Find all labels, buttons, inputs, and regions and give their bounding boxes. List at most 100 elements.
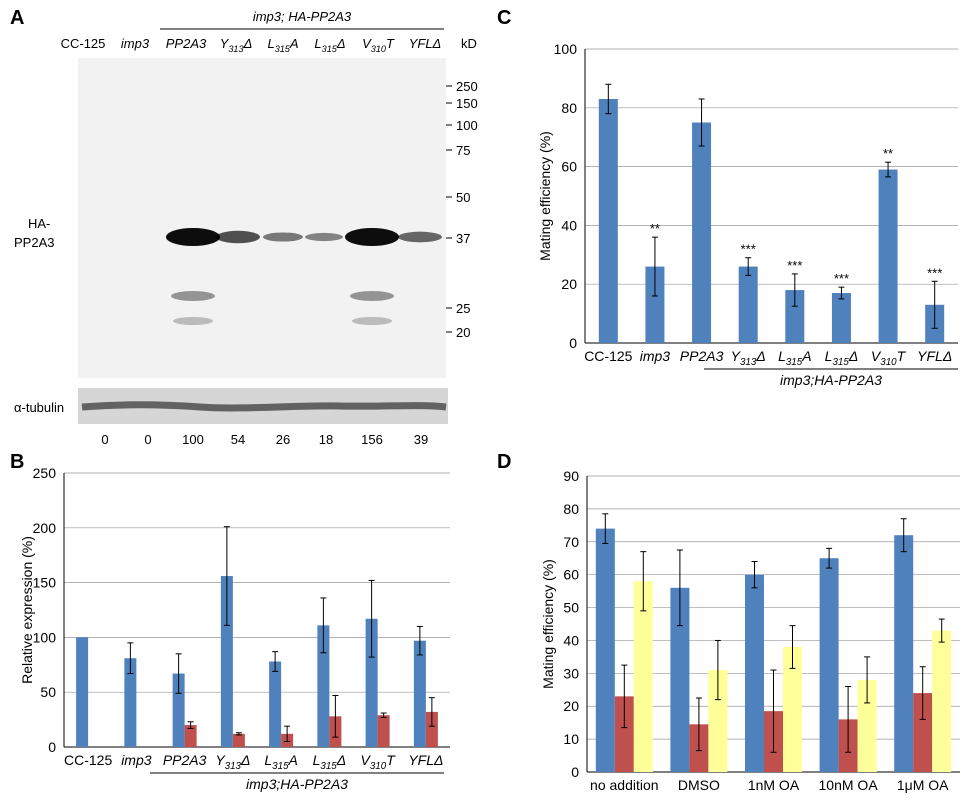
bar-1-m-oa-s1 (913, 693, 933, 772)
x-tick-label-7: YFLΔ (408, 752, 443, 768)
blot-band-main (166, 228, 220, 246)
significance-label: *** (927, 265, 942, 280)
x-tick-label-3: Y313Δ (215, 752, 250, 772)
marker-100-kd: 100 (456, 118, 478, 133)
quant-value: 0 (144, 432, 151, 447)
bar-yfl-s1 (425, 711, 438, 747)
x-tick-label-5: L315Δ (313, 752, 347, 772)
blot-lane-label-1: imp3 (121, 36, 150, 51)
x-tick-label-2: PP2A3 (680, 348, 724, 364)
band-label-line1: HA- (28, 216, 50, 231)
y-tick-label: 150 (33, 575, 57, 591)
quant-value: 0 (101, 432, 108, 447)
quant-value: 26 (276, 432, 290, 447)
bar-v310t-s0 (365, 618, 378, 747)
bar-pp2a3-s1 (184, 725, 197, 747)
x-tick-label-3: 10nM OA (819, 777, 879, 793)
blot-lane-label-4: L315A (267, 36, 298, 54)
bar-1nm-oa-s0 (745, 574, 764, 772)
bar-l315-s0 (831, 293, 851, 343)
y-tick-label: 80 (561, 100, 577, 116)
quant-value: 39 (414, 432, 428, 447)
quant-value: 100 (182, 432, 204, 447)
blot-group-label: imp3; HA-PP2A3 (253, 9, 352, 24)
y-tick-label: 20 (561, 276, 577, 292)
x-tick-label-2: 1nM OA (748, 777, 800, 793)
bar-1-m-oa-s2 (932, 630, 952, 772)
y-tick-label: 80 (563, 501, 579, 517)
blot-band-main (398, 231, 442, 243)
marker-25-kd: 25 (456, 301, 470, 316)
marker-75-kd: 75 (456, 143, 470, 158)
blot-bands (166, 228, 442, 325)
bar-cc-125-s0 (76, 637, 89, 747)
y-tick-label: 0 (571, 764, 579, 780)
blot-lane-label-3: Y313Δ (220, 36, 253, 54)
y-tick-label: 30 (563, 665, 579, 681)
y-tick-label: 90 (563, 468, 579, 484)
y-tick-label: 0 (48, 739, 56, 755)
blot-lane-label-7: YFLΔ (409, 36, 442, 51)
x-tick-label-0: no addition (590, 777, 659, 793)
marker-37-kd: 37 (456, 231, 470, 246)
x-tick-label-1: DMSO (678, 777, 720, 793)
tubulin-band (81, 401, 447, 412)
x-tick-label-1: imp3 (121, 752, 152, 768)
blot-lane-label-6: V310T (362, 36, 395, 54)
bar-dmso-s0 (670, 587, 690, 772)
blot-lane-labels: CC-125 imp3 PP2A3 Y313Δ L315A L315Δ V310T YFLΔ (61, 36, 442, 54)
group-label: imp3;HA-PP2A3 (780, 372, 882, 388)
y-tick-label: 200 (33, 520, 57, 536)
bar-pp2a3-s0 (692, 122, 712, 343)
y-tick-label: 50 (40, 684, 56, 700)
y-tick-label: 50 (563, 600, 579, 616)
x-tick-label-6: V310T (871, 348, 907, 368)
marker-50-kd: 50 (456, 190, 470, 205)
bar-l315a-s0 (785, 290, 805, 343)
x-tick-label-0: CC-125 (584, 348, 632, 364)
blot-band-degradation (350, 291, 394, 301)
bar-1-m-oa-s0 (894, 535, 914, 772)
x-tick-label-5: L315Δ (825, 348, 859, 368)
bar-imp3-s0 (124, 658, 137, 747)
y-tick-label: 60 (561, 159, 577, 175)
bar-10nm-oa-s2 (857, 679, 877, 772)
panel-label-d: D (497, 451, 511, 473)
bar-y313-s0 (738, 266, 758, 343)
y-axis-label: Mating efficiency (%) (537, 131, 553, 261)
kd-label: kD (461, 36, 477, 51)
x-tick-label-4: 1μM OA (897, 777, 949, 793)
bar-pp2a3-s0 (172, 673, 185, 747)
quant-value: 18 (319, 432, 333, 447)
bar-l315a-s0 (269, 661, 282, 747)
marker-250-kd: 250 (456, 79, 478, 94)
y-tick-label: 100 (554, 41, 578, 57)
bar-no-addition-s2 (633, 581, 653, 772)
x-tick-label-7: YFLΔ (917, 348, 952, 364)
significance-label: ** (650, 221, 660, 236)
blot-band-main (263, 232, 303, 242)
blot-band-main (345, 228, 399, 246)
bar-y313-s1 (232, 733, 245, 747)
significance-label: *** (741, 242, 756, 257)
blot-membrane (78, 58, 446, 378)
y-tick-label: 20 (563, 698, 579, 714)
significance-label: *** (787, 258, 802, 273)
blot-quantification: 0 0 100 54 26 18 156 39 (101, 432, 428, 447)
bar-cc-125-s0 (598, 98, 618, 343)
significance-label: *** (834, 271, 849, 286)
group-label: imp3;HA-PP2A3 (246, 776, 348, 792)
chart-c-mating-efficiency: 0 20 40 60 80 100 Mating efficiency (%) CC-125 *… (537, 41, 958, 388)
x-tick-label-1: imp3 (640, 348, 671, 364)
bar-l315-s0 (317, 625, 330, 747)
blot-band-degradation (352, 317, 392, 325)
y-tick-label: 40 (563, 632, 579, 648)
blot-band-degradation (171, 291, 215, 301)
bar-y313-s0 (220, 576, 233, 747)
quant-value: 156 (361, 432, 383, 447)
y-tick-label: 250 (33, 465, 57, 481)
significance-label: ** (883, 146, 893, 161)
y-axis-label: Mating efficiency (%) (540, 559, 556, 689)
y-tick-label: 60 (563, 567, 579, 583)
